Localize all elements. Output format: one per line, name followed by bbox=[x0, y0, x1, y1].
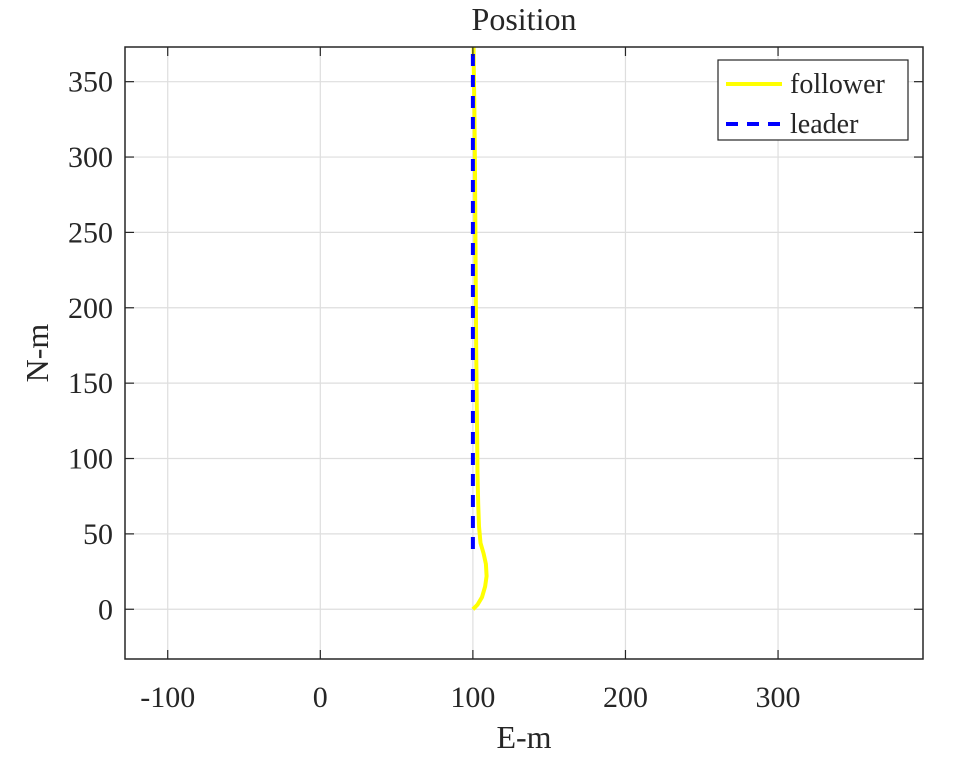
x-tick-label: 300 bbox=[756, 681, 801, 714]
grid bbox=[125, 47, 923, 659]
x-tick-label: 100 bbox=[450, 681, 495, 714]
legend-box bbox=[717, 59, 909, 141]
y-tick-label: 100 bbox=[68, 443, 113, 476]
series-layer bbox=[470, 47, 489, 611]
legend: follower leader bbox=[717, 59, 909, 141]
axes-box bbox=[124, 46, 924, 660]
tick-labels: -100 0 100 200 300 0 50 100 150 200 250 300 350 bbox=[68, 66, 801, 714]
y-tick-label: 150 bbox=[68, 367, 113, 400]
y-tick-label: 0 bbox=[98, 593, 113, 626]
y-tick-label: 50 bbox=[83, 518, 113, 551]
y-tick-label: 300 bbox=[68, 141, 113, 174]
x-tick-label: -100 bbox=[140, 681, 195, 714]
x-axis-label: E-m bbox=[496, 719, 551, 755]
y-tick-label: 350 bbox=[68, 66, 113, 99]
plot-area bbox=[125, 47, 923, 659]
chart-title: Position bbox=[472, 1, 577, 37]
y-tick-label: 250 bbox=[68, 216, 113, 249]
ticks bbox=[125, 47, 923, 659]
legend-leader-label: leader bbox=[790, 109, 859, 140]
y-tick-label: 200 bbox=[68, 292, 113, 325]
legend-follower-label: follower bbox=[790, 69, 886, 100]
x-tick-label: 200 bbox=[603, 681, 648, 714]
x-tick-label: 0 bbox=[313, 681, 328, 714]
y-axis-label: N-m bbox=[19, 324, 55, 383]
series-line-follower bbox=[471, 47, 489, 611]
